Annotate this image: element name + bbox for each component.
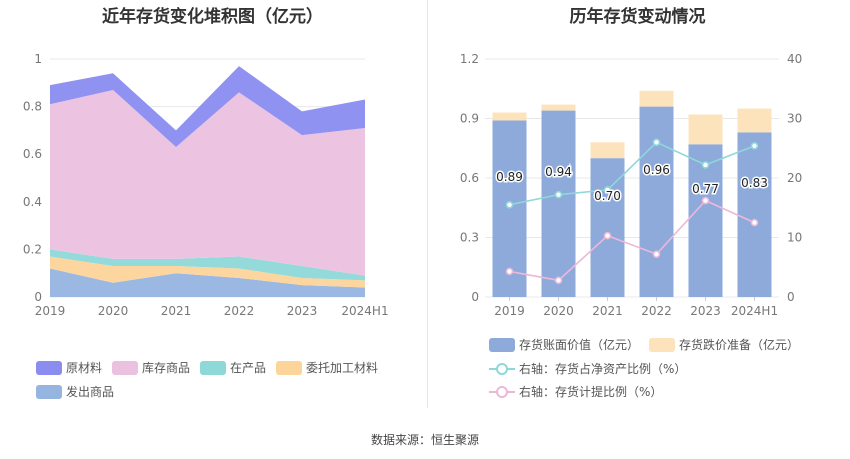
legend-item-provision-ratio[interactable]: 右轴：存货计提比例（%） xyxy=(489,383,662,400)
x-tick-label: 2022 xyxy=(224,304,255,318)
legend-label: 存货跌价准备（亿元） xyxy=(679,338,800,352)
y2-tick-label: 30 xyxy=(787,112,802,126)
point-右轴：存货计提比例（%） xyxy=(554,276,563,285)
legend-item-book-value[interactable]: 存货账面价值（亿元） xyxy=(489,336,639,353)
point-右轴：存货占净资产比例（%） xyxy=(554,190,563,199)
data-label: 0.96 xyxy=(643,163,670,177)
x-tick-label: 2024H1 xyxy=(341,304,388,318)
bar-存货账面价值（亿元） xyxy=(590,158,625,297)
data-label: 0.83 xyxy=(741,176,768,190)
bar-存货账面价值（亿元） xyxy=(688,144,723,297)
legend-swatch xyxy=(36,384,62,399)
y2-tick-label: 10 xyxy=(787,231,802,245)
legend-item-impairment[interactable]: 存货跌价准备（亿元） xyxy=(649,336,799,353)
data-label: 0.77 xyxy=(692,182,719,196)
bar-存货账面价值（亿元） xyxy=(639,106,674,297)
point-右轴：存货占净资产比例（%） xyxy=(701,161,710,169)
data-source: 数据来源：恒生聚源 xyxy=(370,433,479,447)
legend-line-marker xyxy=(489,362,515,376)
point-右轴：存货占净资产比例（%） xyxy=(750,142,759,150)
point-右轴：存货计提比例（%） xyxy=(603,231,612,240)
y-tick-label: 0.3 xyxy=(460,231,479,245)
point-右轴：存货占净资产比例（%） xyxy=(603,186,612,194)
x-tick-label: 2023 xyxy=(690,304,721,318)
bar-存货跌价准备（亿元） xyxy=(590,142,625,159)
legend-item-raw-materials[interactable]: 原材料 xyxy=(36,359,102,376)
x-tick-label: 2019 xyxy=(494,304,525,318)
legend-label: 发出商品 xyxy=(66,385,115,399)
point-右轴：存货计提比例（%） xyxy=(505,267,514,276)
point-右轴：存货计提比例（%） xyxy=(701,196,710,205)
legend-label: 库存商品 xyxy=(142,361,191,375)
x-tick-label: 2020 xyxy=(543,304,574,318)
y-tick-label: 0.9 xyxy=(460,112,479,126)
data-label: 0.94 xyxy=(545,165,572,179)
x-tick-label: 2021 xyxy=(592,304,623,318)
point-右轴：存货计提比例（%） xyxy=(750,218,759,227)
panel-divider xyxy=(427,0,428,408)
legend-swatch xyxy=(649,337,675,352)
legend-item-goods-shipped[interactable]: 发出商品 xyxy=(36,383,114,400)
point-右轴：存货占净资产比例（%） xyxy=(652,138,661,147)
x-tick-label: 2023 xyxy=(287,304,318,318)
x-tick-label: 2019 xyxy=(35,304,66,318)
x-tick-label: 2024H1 xyxy=(731,304,778,318)
bar-line-chart: 0 0.3 0.6 0.9 1.2 0 10 20 30 40 2019 2020 2021 2022 20… xyxy=(460,52,802,318)
right-chart-title: 历年存货变动情况 xyxy=(569,7,706,27)
bar-存货跌价准备（亿元） xyxy=(688,114,723,145)
bar-存货跌价准备（亿元） xyxy=(492,112,527,121)
legend-label: 存货账面价值（亿元） xyxy=(519,338,640,352)
point-右轴：存货占净资产比例（%） xyxy=(505,200,514,209)
bar-存货跌价准备（亿元） xyxy=(541,104,576,111)
line-右轴：存货计提比例（%） xyxy=(509,199,755,282)
legend-item-net-asset-ratio[interactable]: 右轴：存货占净资产比例（%） xyxy=(489,360,686,377)
bar-存货跌价准备（亿元） xyxy=(737,108,772,133)
bar-存货账面价值（亿元） xyxy=(541,110,576,297)
stacked-area-chart: 0 0.2 0.4 0.6 0.8 1 2019 2020 2021 2022 2023 2024H1 xyxy=(23,52,389,318)
y2-tick-label: 20 xyxy=(787,171,802,185)
area-发出商品 xyxy=(50,268,365,297)
legend-label: 委托加工材料 xyxy=(306,361,379,375)
data-label: 0.70 xyxy=(594,189,621,203)
y-tick-label: 0.6 xyxy=(460,171,479,185)
legend-label: 右轴：存货计提比例（%） xyxy=(519,385,663,399)
legend-item-consigned-processing[interactable]: 委托加工材料 xyxy=(276,359,378,376)
legend-swatch xyxy=(489,337,515,352)
legend-swatch xyxy=(112,360,138,375)
line-右轴：存货占净资产比例（%） xyxy=(509,141,755,206)
legend-item-wip[interactable]: 在产品 xyxy=(200,359,266,376)
area-委托加工材料 xyxy=(50,256,365,288)
legend-swatch xyxy=(200,360,226,375)
left-chart-title: 近年存货变化堆积图（亿元） xyxy=(102,7,323,27)
point-右轴：存货计提比例（%） xyxy=(652,250,661,258)
x-tick-label: 2020 xyxy=(98,304,129,318)
y-tick-label: 0 xyxy=(471,290,479,304)
y-tick-label: 0.4 xyxy=(23,195,42,209)
legend-label: 在产品 xyxy=(230,361,267,375)
bar-存货账面价值（亿元） xyxy=(492,120,527,297)
y-tick-label: 1 xyxy=(34,52,42,66)
data-label: 0.89 xyxy=(496,170,523,184)
y-tick-label: 1.2 xyxy=(460,52,479,66)
legend-label: 右轴：存货占净资产比例（%） xyxy=(519,362,687,376)
legend-line-marker xyxy=(489,385,515,399)
y2-tick-label: 0 xyxy=(787,290,795,304)
legend-label: 原材料 xyxy=(66,361,103,375)
legend-swatch xyxy=(36,360,62,375)
y-tick-label: 0.8 xyxy=(23,100,42,114)
legend-item-finished-goods[interactable]: 库存商品 xyxy=(112,359,190,376)
area-原材料 xyxy=(50,66,365,148)
x-tick-label: 2021 xyxy=(161,304,192,318)
y-tick-label: 0.2 xyxy=(23,242,42,256)
x-tick-label: 2022 xyxy=(641,304,672,318)
y-tick-label: 0.6 xyxy=(23,147,42,161)
y-tick-label: 0 xyxy=(34,290,42,304)
y2-tick-label: 40 xyxy=(787,52,802,66)
area-在产品 xyxy=(50,249,365,281)
area-库存商品 xyxy=(50,89,365,276)
bar-存货跌价准备（亿元） xyxy=(639,90,674,107)
legend-swatch xyxy=(276,360,302,375)
bar-存货账面价值（亿元） xyxy=(737,132,772,297)
